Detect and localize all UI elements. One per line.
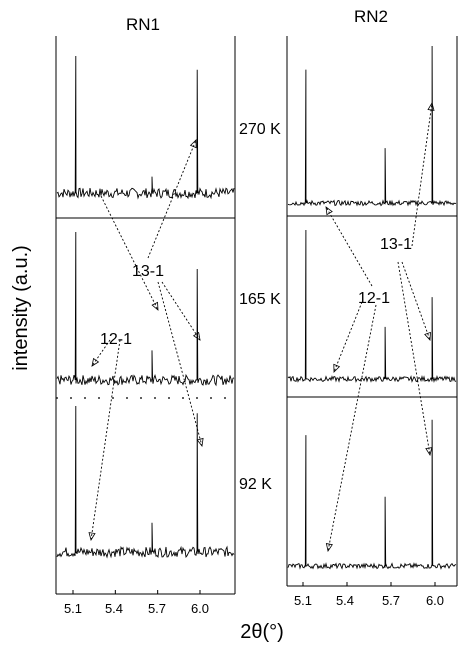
rn1-xtick-labels: 5.1 5.4 5.7 6.0 <box>64 601 209 616</box>
arrow-rn2-12-1-c-head <box>325 543 333 552</box>
temperature-label-270k: 270 K <box>239 121 281 138</box>
arrow-rn2-13-1-b-head <box>424 331 431 341</box>
rn2-xtick-6-0: 6.0 <box>426 593 444 608</box>
arrow-rn2-13-1-a <box>411 102 433 247</box>
label-rn2-13-1: 13-1 <box>380 236 412 253</box>
rn2-xtick-5-4: 5.4 <box>336 593 354 608</box>
arrow-rn1-12-1-a <box>100 195 159 311</box>
rn1-xtick-5-7: 5.7 <box>148 601 166 616</box>
rn2-frame <box>286 36 458 587</box>
arrow-rn2-13-1-b <box>401 261 431 341</box>
panel-title-rn1: RN1 <box>126 15 160 34</box>
rn1-xtick-5-1: 5.1 <box>64 601 82 616</box>
label-rn2-12-1: 12-1 <box>358 290 390 307</box>
arrow-rn2-13-1-c <box>397 261 431 456</box>
arrow-rn2-12-1-a <box>325 206 373 287</box>
label-rn1-12-1: 12-1 <box>100 331 132 348</box>
temperature-label-92k: 92 K <box>239 476 272 493</box>
rn2-xtick-labels: 5.1 5.4 5.7 6.0 <box>294 593 444 608</box>
arrow-rn2-12-1-b <box>333 301 363 373</box>
rn1-xtick-6-0: 6.0 <box>191 601 209 616</box>
rn1-frame <box>55 36 236 595</box>
arrow-rn1-13-1-b <box>161 281 201 341</box>
trace-rn1-165k <box>56 231 235 387</box>
x-axis-label: 2θ(°) <box>240 621 284 643</box>
panel-title-rn2: RN2 <box>354 7 388 26</box>
arrow-rn2-13-1-c-head <box>425 447 433 457</box>
trace-rn1-92k <box>56 405 235 559</box>
arrow-rn1-13-1-c-head <box>196 437 204 447</box>
arrow-rn1-12-1-c-head <box>88 532 96 542</box>
arrow-rn1-13-1-a <box>147 139 197 259</box>
arrow-rn1-12-1-c <box>90 339 121 541</box>
arrow-heads <box>88 101 435 552</box>
rn2-xtick-5-7: 5.7 <box>382 593 400 608</box>
arrow-rn2-13-1-a-head <box>427 101 435 111</box>
label-rn1-13-1: 13-1 <box>132 263 164 280</box>
traces <box>56 45 457 594</box>
annotation-arrows <box>90 102 433 552</box>
arrow-rn1-13-1-a-head <box>189 139 197 149</box>
arrow-rn2-12-1-c <box>327 304 377 552</box>
rn2-xtick-5-1: 5.1 <box>294 593 312 608</box>
trace-rn2-270k <box>287 45 457 207</box>
arrow-rn2-12-1-b-head <box>333 363 341 373</box>
trace-rn2-92k <box>287 419 457 570</box>
arrow-rn1-13-1-c <box>157 281 203 447</box>
arrow-rn1-12-1-b-head <box>91 357 100 367</box>
arrow-rn2-12-1-a-head <box>325 206 333 216</box>
trace-rn1-270k <box>56 55 235 200</box>
temperature-label-165k: 165 K <box>239 291 281 308</box>
trace-rn2-165k <box>287 229 457 383</box>
arrow-rn1-12-1-a-head <box>151 301 159 311</box>
arrow-rn1-13-1-b-head <box>192 331 201 341</box>
y-axis-label: intensity (a.u.) <box>10 245 32 371</box>
arrow-rn1-12-1-b <box>91 339 111 367</box>
rn1-xtick-5-4: 5.4 <box>105 601 123 616</box>
